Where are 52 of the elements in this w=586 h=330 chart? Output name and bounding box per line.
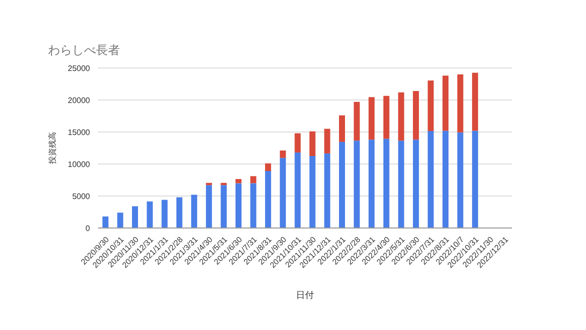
- bar: [324, 128, 330, 154]
- bar: [146, 201, 153, 228]
- bar: [412, 91, 419, 140]
- y-tick-label: 5000: [72, 192, 91, 201]
- bar: [265, 171, 272, 228]
- bar: [176, 197, 182, 228]
- bar: [117, 212, 124, 228]
- x-axis-title: 日付: [296, 290, 314, 300]
- bar: [354, 140, 360, 228]
- y-tick-label: 15000: [68, 128, 91, 137]
- bar: [280, 150, 286, 158]
- bar: [324, 153, 330, 228]
- bar: [428, 131, 434, 228]
- bar: [354, 102, 360, 141]
- bar: [472, 72, 478, 131]
- chart-title: わらしべ長者: [48, 42, 120, 59]
- bar: [309, 131, 316, 156]
- y-tick-label: 25000: [68, 64, 91, 73]
- bar: [250, 176, 256, 184]
- bar: [398, 92, 404, 141]
- bar: [457, 74, 464, 132]
- bar: [294, 133, 301, 152]
- bar: [102, 216, 108, 228]
- y-tick-label: 20000: [68, 96, 91, 105]
- bar: [206, 185, 212, 228]
- bar: [472, 130, 478, 228]
- bar: [339, 142, 346, 228]
- bar: [132, 206, 138, 228]
- bar: [309, 156, 316, 228]
- bar: [368, 140, 375, 228]
- y-axis-title: 投資残高: [48, 132, 57, 165]
- bar: [162, 200, 168, 228]
- bar: [250, 183, 256, 228]
- y-tick-label: 0: [86, 224, 91, 233]
- bar: [428, 80, 434, 132]
- bar: [398, 140, 404, 228]
- bar: [442, 76, 449, 131]
- bar: [236, 179, 242, 184]
- bar: [191, 194, 198, 228]
- bar: [457, 132, 464, 228]
- bar: [280, 158, 286, 228]
- y-tick-label: 10000: [68, 160, 91, 169]
- bar: [368, 97, 375, 140]
- bar: [294, 152, 301, 228]
- bar: [339, 115, 346, 142]
- bar: [265, 163, 272, 172]
- bar: [383, 96, 390, 139]
- bar: [412, 140, 419, 228]
- bar: [383, 138, 390, 228]
- bar: [220, 185, 227, 228]
- bar: [442, 130, 449, 228]
- bar: [236, 183, 242, 228]
